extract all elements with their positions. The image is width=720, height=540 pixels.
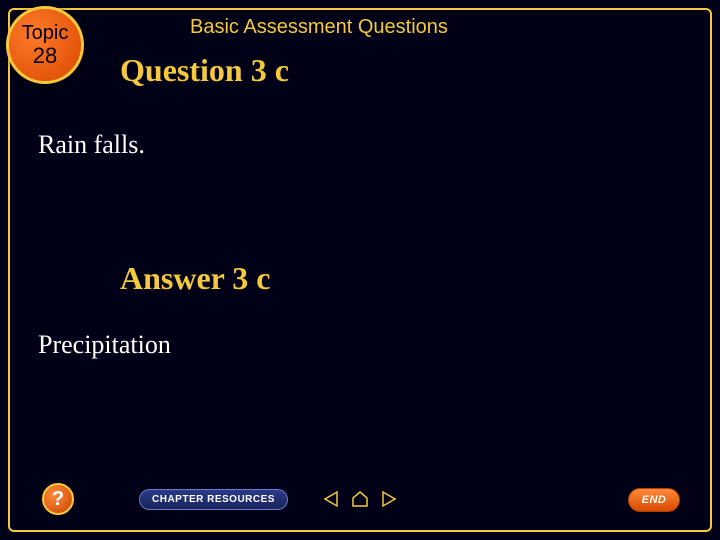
nav-next-button[interactable] (377, 488, 399, 510)
triangle-left-icon (323, 490, 341, 508)
end-label: END (642, 494, 667, 506)
nav-group (321, 478, 399, 520)
topic-label-line1: Topic (22, 23, 69, 44)
nav-home-button[interactable] (349, 488, 371, 510)
help-button[interactable]: ? (42, 483, 74, 515)
end-button[interactable]: END (628, 488, 680, 512)
page-title: Basic Assessment Questions (190, 16, 448, 39)
chapter-resources-button[interactable]: CHAPTER RESOURCES (139, 489, 288, 510)
topic-badge: Topic 28 (6, 6, 84, 84)
answer-heading: Answer 3 c (120, 260, 271, 297)
nav-prev-button[interactable] (321, 488, 343, 510)
help-icon: ? (52, 488, 64, 511)
question-heading: Question 3 c (120, 52, 289, 89)
question-body: Rain falls. (38, 130, 145, 160)
topic-label-line2: 28 (33, 44, 57, 67)
slide-frame: Topic 28 Basic Assessment Questions Ques… (8, 8, 712, 532)
answer-body: Precipitation (38, 330, 171, 360)
footer-bar: ? CHAPTER RESOURCES END (20, 478, 700, 520)
home-icon (351, 490, 369, 508)
triangle-right-icon (379, 490, 397, 508)
chapter-resources-label: CHAPTER RESOURCES (152, 494, 275, 505)
